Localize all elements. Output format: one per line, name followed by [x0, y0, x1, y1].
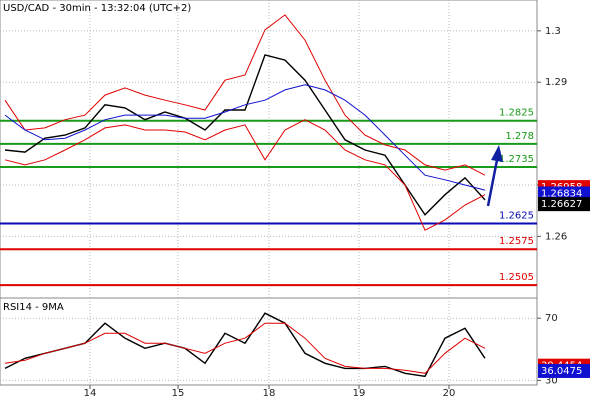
level-label: 1.2825: [499, 108, 534, 119]
x-tick-label: 20: [443, 388, 456, 399]
series-line: [4, 322, 486, 374]
last-value-box: [538, 197, 590, 212]
series-line: [4, 84, 486, 191]
y-tick-label: 1.26: [545, 231, 567, 242]
level-label: 1.2735: [499, 154, 534, 165]
price-panel: [0, 0, 538, 299]
last-value-box: [538, 186, 590, 201]
y-tick-label: 30: [545, 375, 558, 386]
forecast-arrow: [486, 159, 499, 207]
last-value-label: 36.0475: [541, 366, 582, 377]
series-line: [4, 119, 486, 231]
y-tick-label: 1.3: [545, 26, 561, 37]
y-tick-label: 1.29: [545, 77, 567, 88]
last-value-label: 1.26627: [541, 199, 582, 210]
last-value-box: [538, 363, 590, 378]
level-label: 1.2505: [499, 272, 534, 283]
forecast-arrowhead: [491, 145, 503, 162]
rsi-panel: [0, 297, 538, 386]
level-label: 1.278: [505, 131, 534, 142]
x-tick-label: 15: [172, 388, 185, 399]
level-label: 1.2625: [499, 211, 534, 222]
y-tick-label: 70: [545, 313, 558, 324]
x-tick-label: 19: [353, 388, 366, 399]
rsi-title: RSI14 - 9MA: [3, 302, 64, 313]
last-value-label: 1.26834: [541, 188, 582, 199]
x-tick-label: 18: [263, 388, 276, 399]
x-tick-label: 14: [84, 388, 97, 399]
chart-title: USD/CAD - 30min - 13:32:04 (UTC+2): [3, 3, 191, 14]
series-line: [4, 14, 486, 176]
level-label: 1.2575: [499, 236, 534, 247]
